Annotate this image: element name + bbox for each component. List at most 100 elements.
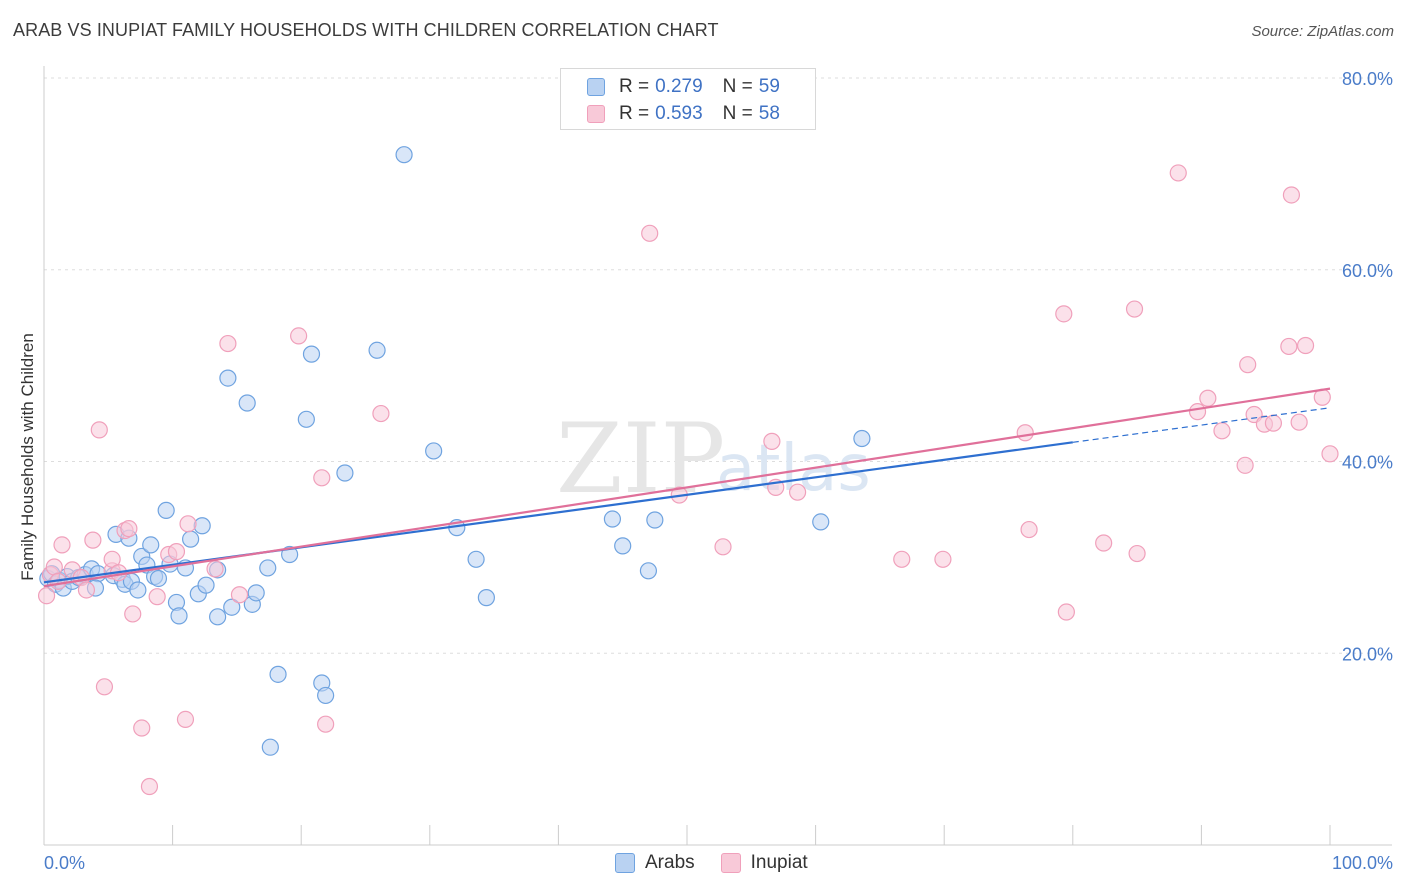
legend-n-label-arabs: N =: [722, 76, 753, 97]
point-inupiat-18: [140, 777, 159, 796]
point-inupiat-37: [893, 550, 911, 568]
point-inupiat-10: [95, 678, 114, 696]
point-arabs-47: [317, 686, 335, 705]
point-arabs-53: [467, 550, 485, 568]
point-arabs-41: [269, 665, 287, 683]
point-arabs-55: [603, 510, 622, 528]
point-inupiat-33: [714, 538, 732, 556]
legend-swatch-arabs: [587, 78, 605, 96]
point-arabs-18: [129, 581, 147, 599]
point-inupiat-7: [77, 581, 96, 599]
point-arabs-36: [223, 598, 241, 616]
point-inupiat-31: [641, 224, 659, 242]
point-arabs-50: [395, 146, 413, 164]
legend-row-arabs: R = 0.279 N = 59: [587, 75, 780, 99]
point-arabs-37: [238, 394, 256, 412]
point-inupiat-28: [313, 469, 331, 487]
point-arabs-23: [149, 569, 168, 588]
point-inupiat-41: [1055, 305, 1073, 323]
y-axis-title: Family Households with Children: [18, 333, 37, 581]
point-inupiat-45: [1128, 544, 1146, 563]
trendline-inupiat: [43, 387, 1331, 588]
x-tick-label-max: 100.0%: [1332, 853, 1393, 873]
point-inupiat-43: [1095, 534, 1113, 552]
series-legend-inupiat[interactable]: Inupiat: [720, 852, 808, 874]
point-inupiat-49: [1213, 422, 1231, 440]
series-legend-label-inupiat: Inupiat: [750, 852, 808, 873]
point-arabs-54: [477, 589, 495, 607]
correlation-legend: R = 0.279 N = 59 R = 0.593 N = 58: [560, 68, 816, 130]
y-tick-label-20: 20.0%: [1342, 644, 1393, 664]
axis-layer: [43, 66, 1392, 846]
chart-source: Source: ZipAtlas.com: [1251, 23, 1394, 40]
point-inupiat-16: [124, 605, 142, 623]
point-inupiat-48: [1199, 389, 1217, 407]
point-arabs-39: [247, 584, 265, 602]
point-inupiat-55: [1280, 337, 1298, 356]
point-arabs-32: [197, 576, 215, 594]
point-inupiat-46: [1169, 164, 1187, 182]
point-arabs-40: [259, 559, 277, 577]
point-inupiat-25: [219, 334, 237, 353]
point-arabs-45: [302, 345, 321, 363]
point-inupiat-36: [788, 483, 807, 501]
point-arabs-31: [193, 517, 211, 535]
x-tick-label-min: 0.0%: [44, 853, 85, 873]
point-arabs-24: [157, 501, 175, 519]
legend-row-inupiat: R = 0.593 N = 58: [587, 102, 780, 126]
point-inupiat-42: [1057, 603, 1075, 621]
point-inupiat-56: [1282, 186, 1301, 204]
series-legend: Arabs Inupiat: [615, 852, 834, 874]
point-inupiat-4: [53, 536, 71, 554]
series-legend-swatch-inupiat: [720, 853, 741, 873]
point-inupiat-8: [84, 531, 102, 549]
point-inupiat-0: [37, 587, 56, 605]
point-inupiat-44: [1125, 300, 1144, 318]
legend-r-value-arabs: 0.279: [655, 76, 703, 97]
point-arabs-56: [614, 537, 632, 555]
point-arabs-29: [182, 530, 200, 548]
point-inupiat-23: [179, 515, 197, 533]
series-legend-arabs[interactable]: Arabs: [615, 852, 695, 874]
legend-r-value-inupiat: 0.593: [655, 103, 703, 124]
point-inupiat-54: [1264, 414, 1283, 432]
trendline-dashed-arabs: [1072, 407, 1331, 443]
point-inupiat-39: [1016, 424, 1034, 442]
y-tick-label-40: 40.0%: [1342, 453, 1393, 473]
y-tick-label-80: 80.0%: [1342, 69, 1393, 89]
point-arabs-49: [368, 341, 386, 359]
point-inupiat-51: [1239, 356, 1257, 374]
point-inupiat-21: [167, 543, 186, 561]
series-legend-swatch-arabs: [615, 853, 635, 873]
point-inupiat-15: [120, 520, 138, 538]
series-legend-label-arabs: Arabs: [645, 852, 695, 873]
grid-layer: [44, 77, 1392, 654]
point-arabs-42: [261, 738, 279, 756]
points-layer: [37, 146, 1339, 796]
y-tick-label-60: 60.0%: [1342, 261, 1393, 281]
point-arabs-35: [219, 369, 237, 387]
point-inupiat-50: [1236, 456, 1254, 474]
point-inupiat-47: [1188, 403, 1207, 421]
point-inupiat-26: [230, 586, 249, 604]
point-inupiat-19: [148, 588, 166, 606]
point-inupiat-17: [133, 719, 151, 737]
point-arabs-58: [646, 511, 664, 529]
point-inupiat-30: [372, 404, 390, 423]
legend-swatch-inupiat: [587, 105, 605, 123]
legend-n-value-arabs: 59: [758, 76, 780, 97]
point-inupiat-9: [90, 421, 108, 439]
point-arabs-44: [297, 410, 315, 428]
point-inupiat-29: [317, 715, 335, 733]
label-layer: 20.0% 40.0% 60.0% 80.0% 0.0% 100.0% Family Hou…: [18, 69, 1393, 873]
point-inupiat-22: [176, 710, 195, 729]
point-inupiat-57: [1290, 413, 1308, 431]
point-arabs-57: [639, 562, 658, 580]
point-arabs-48: [336, 464, 354, 482]
legend-r-label-inupiat: R =: [619, 103, 650, 124]
point-inupiat-38: [934, 550, 952, 568]
point-inupiat-60: [1321, 445, 1339, 463]
